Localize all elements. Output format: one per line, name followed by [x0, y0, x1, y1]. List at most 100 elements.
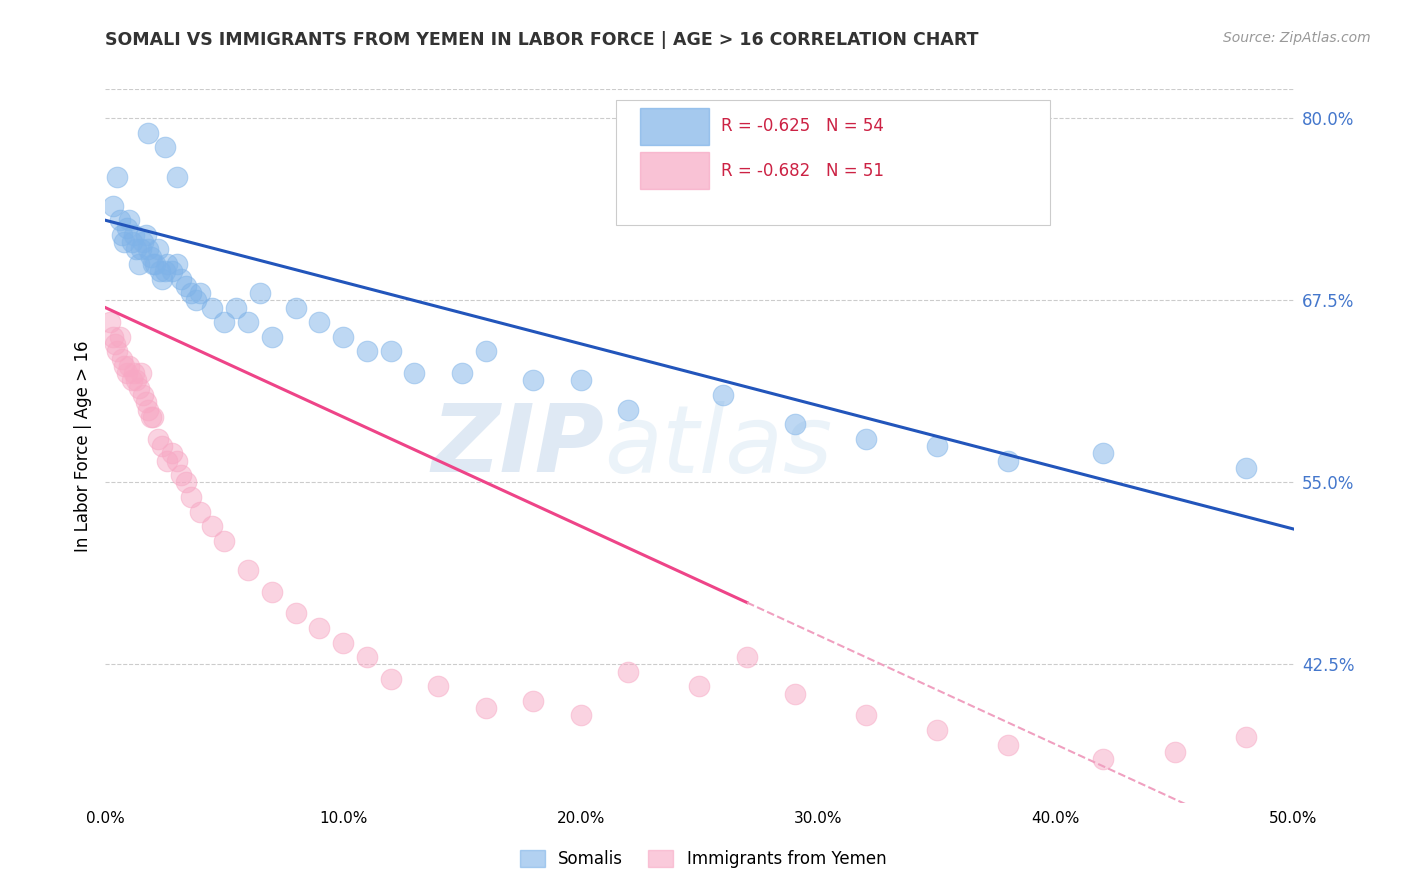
Point	[1092, 446, 1115, 460]
Point	[170, 271, 193, 285]
Point	[135, 227, 157, 242]
Point	[132, 388, 155, 402]
Point	[152, 271, 174, 285]
Point	[450, 366, 472, 380]
Point	[125, 374, 148, 388]
Point	[108, 213, 131, 227]
Point	[522, 694, 544, 708]
Point	[1234, 731, 1257, 745]
Point	[104, 337, 127, 351]
Point	[201, 301, 224, 315]
Point	[214, 315, 236, 329]
Text: atlas: atlas	[605, 401, 832, 491]
Point	[166, 257, 188, 271]
Point	[1164, 745, 1187, 759]
Point	[225, 301, 247, 315]
Point	[149, 264, 172, 278]
Point	[925, 439, 948, 453]
Point	[111, 351, 134, 366]
Point	[1234, 460, 1257, 475]
Point	[308, 315, 330, 329]
Point	[190, 504, 212, 518]
Point	[174, 278, 197, 293]
Point	[427, 679, 450, 693]
Point	[236, 315, 259, 329]
Point	[122, 227, 145, 242]
Point	[284, 607, 307, 621]
Point	[569, 374, 592, 388]
Point	[115, 220, 138, 235]
Point	[184, 293, 207, 308]
Point	[105, 344, 128, 359]
Point	[136, 243, 159, 257]
Point	[166, 453, 188, 467]
Point	[153, 140, 176, 154]
Point	[128, 381, 150, 395]
Point	[1092, 752, 1115, 766]
Point	[152, 439, 174, 453]
Text: ZIP: ZIP	[432, 400, 605, 492]
Point	[474, 344, 496, 359]
Point	[249, 286, 271, 301]
Point	[522, 374, 544, 388]
Point	[122, 366, 145, 380]
Point	[121, 374, 143, 388]
Point	[101, 199, 124, 213]
Point	[689, 679, 711, 693]
Point	[156, 453, 179, 467]
FancyBboxPatch shape	[616, 100, 1050, 225]
Point	[380, 672, 402, 686]
Point	[115, 366, 138, 380]
Point	[260, 330, 283, 344]
Point	[997, 738, 1019, 752]
Point	[125, 243, 148, 257]
Point	[153, 264, 176, 278]
Point	[136, 402, 159, 417]
Point	[356, 650, 378, 665]
Point	[98, 315, 121, 329]
Point	[380, 344, 402, 359]
Point	[166, 169, 188, 184]
Point	[174, 475, 197, 490]
Point	[260, 584, 283, 599]
Point	[111, 227, 134, 242]
Point	[735, 650, 758, 665]
Point	[108, 330, 131, 344]
Y-axis label: In Labor Force | Age > 16: In Labor Force | Age > 16	[73, 340, 91, 552]
Point	[139, 409, 162, 424]
Point	[783, 417, 806, 432]
Text: R = -0.625   N = 54: R = -0.625 N = 54	[721, 118, 884, 136]
Point	[160, 446, 183, 460]
Point	[474, 701, 496, 715]
Point	[114, 235, 136, 249]
Point	[135, 395, 157, 409]
Point	[180, 490, 202, 504]
Text: SOMALI VS IMMIGRANTS FROM YEMEN IN LABOR FORCE | AGE > 16 CORRELATION CHART: SOMALI VS IMMIGRANTS FROM YEMEN IN LABOR…	[105, 31, 979, 49]
Point	[190, 286, 212, 301]
Point	[142, 409, 165, 424]
Point	[129, 366, 152, 380]
Point	[925, 723, 948, 737]
Point	[180, 286, 202, 301]
Text: Source: ZipAtlas.com: Source: ZipAtlas.com	[1223, 31, 1371, 45]
Point	[128, 257, 150, 271]
Point	[121, 235, 143, 249]
Point	[617, 665, 640, 679]
Point	[101, 330, 124, 344]
Point	[118, 359, 141, 373]
FancyBboxPatch shape	[640, 152, 709, 189]
Point	[617, 402, 640, 417]
Point	[404, 366, 426, 380]
Point	[214, 533, 236, 548]
Point	[284, 301, 307, 315]
Point	[236, 563, 259, 577]
Point	[855, 708, 877, 723]
Point	[783, 687, 806, 701]
Point	[136, 126, 159, 140]
Point	[356, 344, 378, 359]
Point	[142, 257, 165, 271]
Point	[308, 621, 330, 635]
Point	[118, 213, 141, 227]
Point	[201, 519, 224, 533]
Point	[170, 468, 193, 483]
